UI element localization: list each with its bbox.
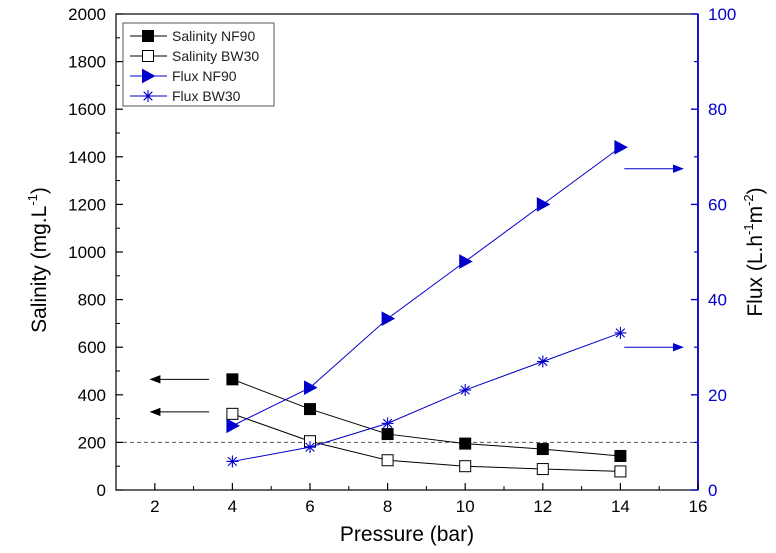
series-line-flux-bw30	[232, 332, 621, 462]
x-axis-title: Pressure (bar)	[340, 523, 474, 546]
y-left-tick-label: 800	[78, 291, 106, 310]
x-tick-label: 4	[228, 497, 237, 516]
data-point-flux-bw30	[536, 355, 549, 368]
data-point-flux-bw30-stroke	[460, 385, 470, 395]
y-right-tick-label: 40	[708, 291, 727, 310]
data-point-flux-bw30-stroke	[382, 418, 393, 429]
legend-label: Flux NF90	[172, 68, 237, 84]
legend: Salinity NF90 Salinity BW30 Flux NF90 Flux …	[122, 22, 275, 107]
x-tick-label: 10	[456, 497, 475, 516]
y-right-tick-label: 100	[708, 5, 736, 24]
series-line-salinity-bw30	[232, 413, 621, 472]
y-left-title-sup: -1	[25, 194, 40, 206]
y-right-tick-label: 0	[708, 481, 717, 500]
axis-arrow-head	[149, 375, 161, 384]
axis-arrow-head	[149, 407, 161, 417]
y-right-tick-label: 60	[708, 195, 727, 214]
data-point-flux-bw30	[614, 326, 627, 339]
x-tick-label: 6	[305, 497, 314, 516]
data-point-salinity-bw30	[226, 407, 239, 420]
data-point-salinity-bw30	[536, 463, 549, 476]
y-left-axis-title: Salinity (mg.L-1)	[25, 187, 51, 333]
legend-marker-stroke	[143, 91, 153, 101]
y-left-axis-ticks: 0 200 400 600 800 1000 1200 1400 1600 1800 2000	[68, 5, 123, 500]
y-right-title-sup2: -2	[741, 194, 756, 206]
y-right-title-main: Flux (L.h	[744, 235, 767, 317]
y-right-axis-ticks: 0 20 40 60 80 100	[691, 5, 736, 500]
legend-label: Flux BW30	[172, 88, 241, 104]
data-point-flux-bw30-stroke	[227, 456, 238, 467]
x-tick-label: 14	[611, 497, 630, 516]
y-left-title-tail: )	[28, 187, 51, 194]
x-axis-ticks: 2 4 6 8 10 12 14 16	[115, 483, 708, 516]
y-left-title-main: Salinity (mg.L	[28, 206, 51, 333]
data-point-flux-nf90	[459, 254, 473, 269]
data-point-flux-bw30-stroke	[538, 356, 548, 367]
data-point-flux-nf90	[614, 139, 628, 155]
axis-arrows-layer	[149, 164, 684, 417]
series-line-salinity-nf90	[232, 378, 621, 457]
legend-marker	[142, 68, 156, 84]
legend-marker	[142, 30, 154, 42]
y-right-tick-label: 80	[708, 100, 727, 119]
data-point-flux-nf90	[381, 311, 396, 326]
data-point-flux-bw30	[459, 384, 472, 397]
y-right-title-sup1: -1	[741, 223, 756, 235]
y-left-tick-label: 1200	[68, 195, 106, 214]
y-right-title-mid: m	[744, 206, 767, 224]
data-point-salinity-bw30	[459, 460, 472, 473]
legend-marker	[142, 90, 154, 102]
y-left-tick-label: 200	[78, 433, 106, 452]
data-point-salinity-nf90	[459, 437, 472, 450]
y-left-tick-label: 1400	[68, 148, 106, 167]
data-point-flux-bw30	[226, 455, 239, 468]
series-layer	[226, 139, 628, 478]
y-right-tick-label: 20	[708, 386, 727, 405]
series-line-flux-nf90	[232, 146, 621, 427]
legend-entries: Salinity NF90 Salinity BW30 Flux NF90 Flux …	[130, 28, 259, 104]
legend-label: Salinity BW30	[172, 48, 259, 64]
y-left-tick-label: 600	[78, 338, 106, 357]
x-tick-label: 8	[383, 497, 392, 516]
x-tick-label: 12	[533, 497, 552, 516]
data-point-salinity-nf90	[381, 428, 394, 441]
x-tick-label: 2	[150, 497, 159, 516]
y-right-title-tail: )	[744, 187, 767, 194]
data-point-flux-bw30	[304, 441, 316, 454]
axis-arrow-head	[672, 342, 684, 352]
y-left-tick-label: 2000	[68, 5, 106, 24]
y-left-tick-label: 1800	[68, 53, 106, 72]
data-point-salinity-nf90	[614, 449, 627, 462]
legend-marker	[142, 50, 154, 62]
legend-label: Salinity NF90	[172, 28, 255, 44]
data-point-salinity-bw30	[614, 465, 627, 478]
y-right-axis-title: Flux (L.h-1m-2)	[741, 187, 767, 316]
data-point-flux-bw30-stroke	[305, 442, 315, 452]
y-left-tick-label: 400	[78, 386, 106, 405]
x-tick-label: 16	[689, 497, 708, 516]
y-left-tick-label: 1600	[68, 100, 106, 119]
axis-arrow-head	[672, 164, 684, 173]
data-point-flux-bw30	[381, 417, 394, 430]
data-point-flux-nf90	[226, 418, 240, 434]
data-point-flux-nf90	[536, 197, 551, 212]
data-point-salinity-nf90	[536, 443, 549, 456]
data-point-flux-bw30-stroke	[615, 328, 626, 338]
data-point-salinity-nf90	[226, 373, 239, 386]
data-point-salinity-nf90	[304, 403, 316, 416]
y-left-tick-label: 0	[97, 481, 106, 500]
data-point-salinity-bw30	[381, 454, 394, 467]
data-point-flux-nf90	[304, 380, 318, 395]
y-left-tick-label: 1000	[68, 243, 106, 262]
